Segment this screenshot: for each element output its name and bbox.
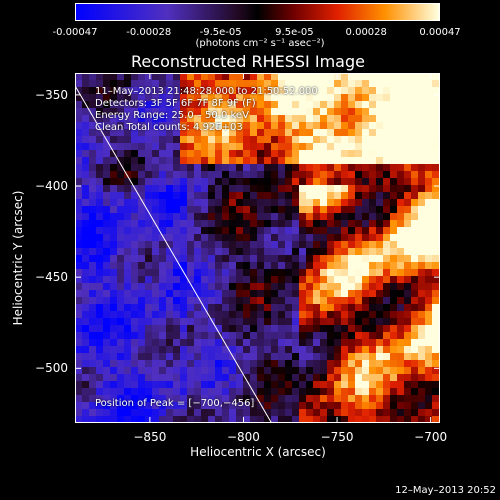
x-tick-label: −850 (133, 430, 167, 444)
colorbar-tick-label: -9.5e-05 (199, 27, 242, 38)
colorbar-tick-label: 0.00028 (345, 27, 387, 38)
axis-tick-marks (75, 73, 440, 423)
plot-frame (75, 73, 440, 423)
colorbar-tick-label: 0.00047 (419, 27, 461, 38)
colorbar-tick-label: 9.5e-05 (275, 27, 314, 38)
y-tick-label: −350 (35, 87, 68, 102)
colorbar-tick-label: -0.00028 (126, 27, 172, 38)
generation-timestamp: 12–May–2013 20:52 (395, 485, 496, 496)
y-tick-label: −500 (35, 361, 68, 376)
y-tick-label: −400 (35, 179, 68, 194)
peak-position-label: Position of Peak = [−700,−456] (95, 398, 255, 409)
solar-limb-line (75, 85, 272, 423)
annotation-line: Detectors: 3F 5F 6F 7F 8F 9F (F) (95, 98, 256, 109)
x-tick-label: −750 (320, 430, 354, 444)
colorbar-units-label: (photons cm⁻² s⁻¹ asec⁻²) (195, 38, 325, 49)
annotation-line: Clean Total counts: 4.92E+03 (95, 122, 243, 133)
y-axis-label: Heliocentric Y (arcsec) (11, 190, 25, 326)
annotation-line: 11–May–2013 21:48:28.000 to 21:50:52.000 (95, 86, 318, 97)
x-tick-label: −800 (226, 430, 260, 444)
y-tick-label: −450 (35, 270, 68, 285)
annotation-line: Energy Range: 25.0 – 50.0 keV (95, 110, 249, 121)
x-axis-label: Heliocentric X (arcsec) (190, 445, 326, 459)
x-tick-label: −700 (414, 430, 448, 444)
colorbar (75, 3, 440, 21)
chart-title: Reconstructed RHESSI Image (131, 52, 365, 71)
heatmap-cells (75, 73, 440, 423)
colorbar-tick-label: -0.00047 (52, 27, 98, 38)
heatmap-plot-area (75, 73, 440, 423)
